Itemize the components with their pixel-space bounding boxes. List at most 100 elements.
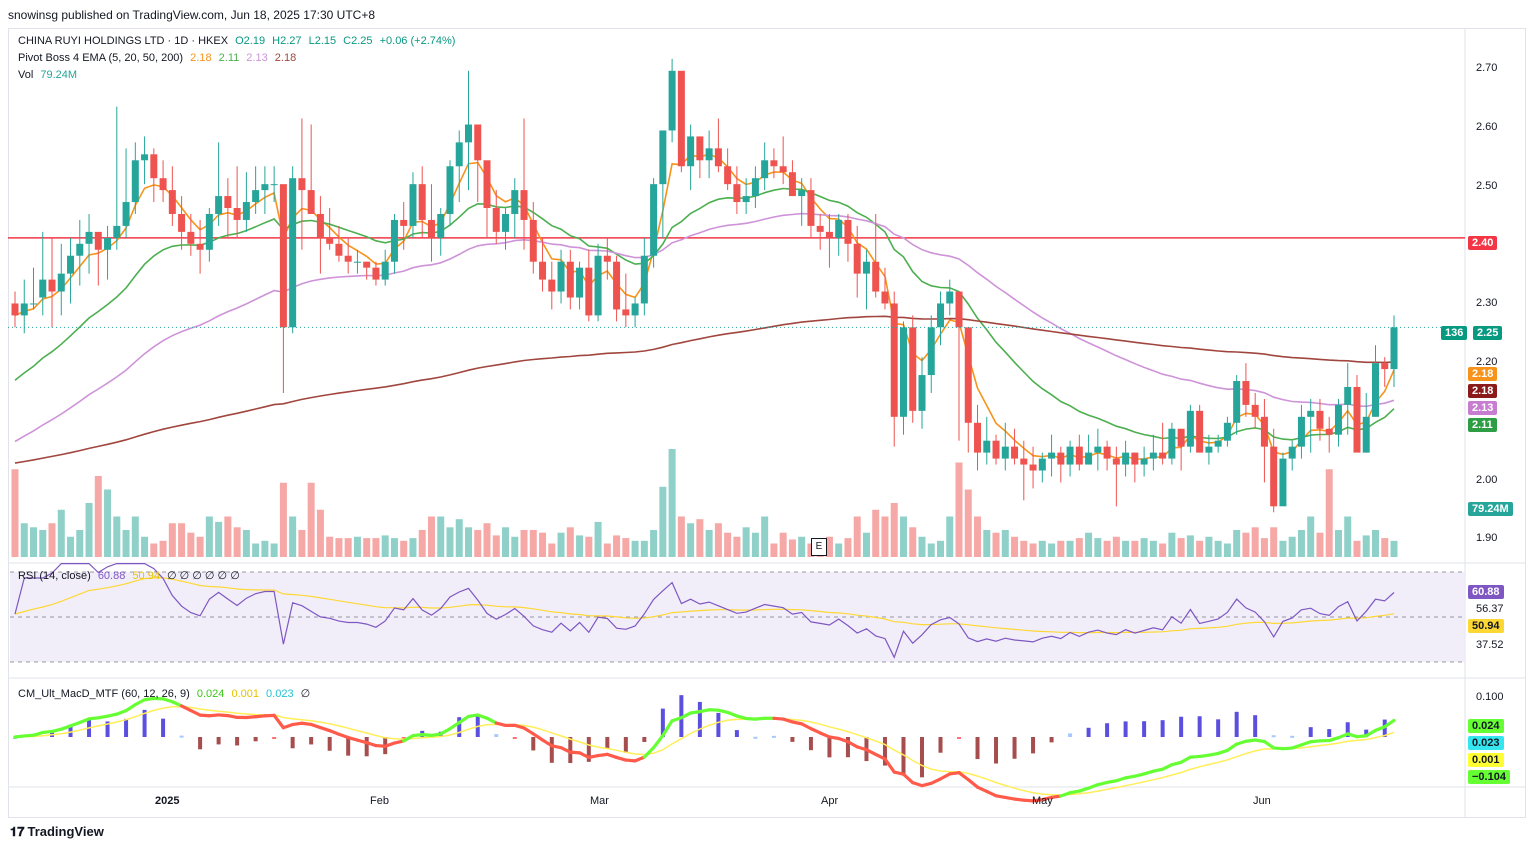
candle-body bbox=[168, 190, 176, 214]
candle-body bbox=[714, 148, 722, 167]
macd-histogram-bar bbox=[161, 718, 166, 737]
macd-line-segment bbox=[346, 735, 360, 742]
candle-body bbox=[30, 303, 38, 305]
candle-body bbox=[418, 184, 426, 220]
volume-bar bbox=[761, 516, 769, 557]
macd-line-segment bbox=[800, 722, 813, 731]
macd-line-segment bbox=[272, 713, 285, 730]
macd-histogram-bar bbox=[901, 737, 906, 776]
macd-line-segment bbox=[59, 724, 73, 731]
volume-bar bbox=[316, 509, 324, 557]
candle-body bbox=[668, 70, 676, 131]
volume-bar bbox=[85, 503, 93, 557]
volume-bar bbox=[705, 530, 713, 557]
volume-bar bbox=[464, 527, 472, 557]
volume-bar bbox=[1048, 543, 1056, 557]
publish-line: snowinsg published on TradingView.com, J… bbox=[8, 8, 376, 22]
candle-body bbox=[187, 231, 195, 244]
candle-body bbox=[76, 243, 84, 256]
macd-line-segment bbox=[1161, 763, 1174, 771]
rsi-label: RSI (14, close) bbox=[18, 570, 91, 582]
macd-line-segment bbox=[402, 734, 415, 743]
time-label: Apr bbox=[821, 795, 839, 807]
volume-bar bbox=[566, 527, 574, 557]
macd-histogram-bar bbox=[1345, 722, 1350, 737]
macd-line-segment bbox=[189, 709, 202, 717]
volume-bar bbox=[1288, 536, 1296, 557]
candle-body bbox=[94, 231, 102, 250]
volume-bar bbox=[1029, 543, 1037, 557]
candle-body bbox=[872, 261, 880, 292]
rsi-extra: ∅ ∅ ∅ ∅ ∅ ∅ bbox=[167, 570, 240, 582]
candle-body bbox=[816, 225, 824, 232]
volume-bar bbox=[335, 538, 343, 557]
macd-line-segment bbox=[439, 727, 452, 736]
macd-tick: 0.100 bbox=[1476, 691, 1504, 703]
macd-tag-4: −0.104 bbox=[1468, 770, 1510, 784]
candle-body bbox=[761, 160, 769, 179]
macd-line-segment bbox=[1086, 783, 1100, 790]
volume-bar bbox=[548, 543, 556, 557]
candle-body bbox=[622, 309, 630, 316]
earnings-marker[interactable]: E bbox=[811, 538, 827, 556]
volume-bar bbox=[724, 532, 732, 557]
macd-tag-1: 0.024 bbox=[1468, 719, 1504, 733]
macd-line-segment bbox=[1179, 755, 1192, 764]
volume-bar bbox=[992, 532, 1000, 557]
candle-body bbox=[455, 142, 463, 167]
volume-bar bbox=[122, 530, 130, 557]
macd-histogram-bar bbox=[1142, 721, 1147, 737]
candle-body bbox=[464, 124, 472, 143]
candle-body bbox=[1057, 452, 1065, 465]
volume-bar bbox=[1122, 540, 1130, 557]
volume-bar bbox=[418, 530, 426, 557]
candle-body bbox=[1075, 446, 1083, 465]
macd-histogram-bar bbox=[734, 730, 739, 737]
macd-line-segment bbox=[68, 720, 82, 728]
ema50-tag: 2.13 bbox=[1468, 401, 1498, 415]
volume-bar bbox=[178, 523, 186, 557]
macd-value-1: 0.024 bbox=[196, 688, 225, 700]
candle-body bbox=[363, 261, 371, 268]
volume-bar bbox=[363, 538, 371, 557]
ema50-value: 2.13 bbox=[246, 52, 268, 64]
candle-body bbox=[1038, 458, 1046, 471]
volume-bar bbox=[529, 530, 537, 557]
candle-body bbox=[798, 190, 806, 197]
candle-body bbox=[427, 219, 435, 238]
vol-value: 79.24M bbox=[40, 69, 78, 81]
rsi-ma-value: 50.94 bbox=[132, 570, 160, 582]
candle-body bbox=[1242, 381, 1250, 405]
macd-histogram-bar bbox=[253, 737, 258, 742]
candle-body bbox=[483, 160, 491, 209]
macd-line-segment bbox=[855, 745, 869, 752]
candle-body bbox=[20, 303, 28, 316]
volume-bar bbox=[1334, 530, 1342, 557]
volume-bar bbox=[770, 543, 778, 557]
candle-body bbox=[298, 178, 306, 191]
candle-body bbox=[520, 190, 528, 220]
macd-label: CM_Ult_MacD_MTF (60, 12, 26, 9) bbox=[18, 688, 190, 700]
ema20-value: 2.11 bbox=[218, 52, 240, 64]
ema200-tag: 2.18 bbox=[1468, 384, 1498, 398]
macd-histogram-bar bbox=[1086, 727, 1091, 737]
volume-bar bbox=[918, 536, 926, 557]
volume-bar bbox=[964, 489, 972, 557]
candle-body bbox=[696, 136, 704, 161]
volume-bar bbox=[576, 535, 584, 557]
macd-line-segment bbox=[818, 731, 832, 739]
volume-bar bbox=[437, 516, 445, 557]
macd-histogram-bar bbox=[364, 737, 369, 757]
candle-body bbox=[113, 225, 121, 238]
macd-line-segment bbox=[605, 752, 619, 760]
volume-bar bbox=[983, 530, 991, 557]
macd-signal-line bbox=[14, 705, 1395, 796]
macd-line-segment bbox=[1077, 786, 1091, 793]
candle-body bbox=[1131, 452, 1139, 465]
candle-body bbox=[1390, 327, 1398, 370]
candle-body bbox=[927, 327, 935, 376]
volume-bar bbox=[455, 519, 463, 557]
volume-bar bbox=[1233, 530, 1241, 557]
volume-bar bbox=[668, 449, 676, 557]
